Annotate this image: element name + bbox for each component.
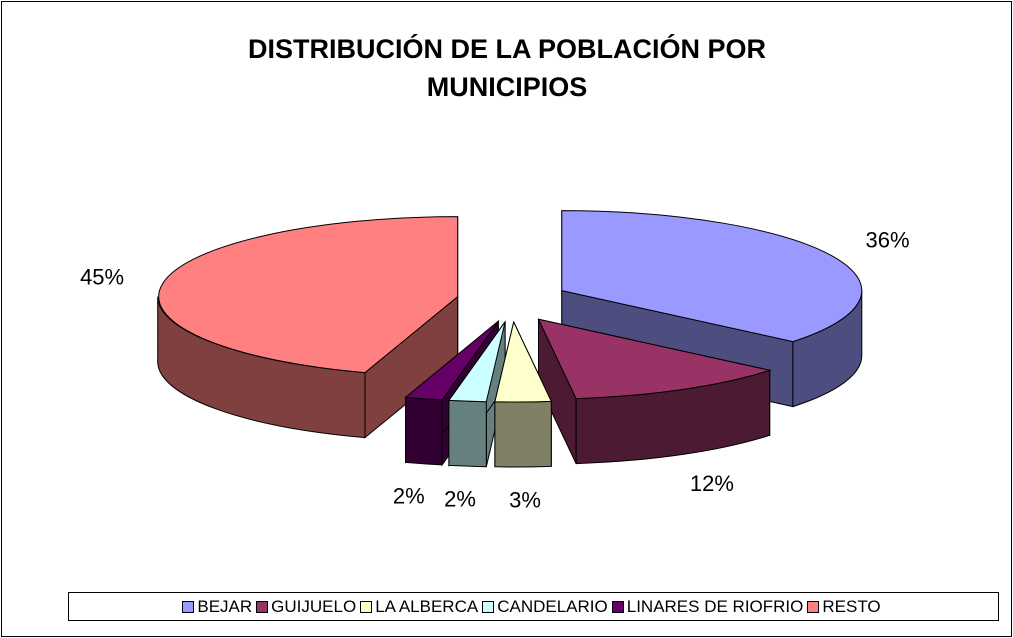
slice-wall [405,396,443,466]
legend-label: LA ALBERCA [375,596,479,616]
slice-wall [448,399,487,468]
slice [447,321,506,403]
legend-label: BEJAR [197,596,253,616]
legend-item: BEJAR [182,597,252,617]
legend-label: CANDELARIO [497,596,608,616]
legend-swatch [482,600,495,613]
slice [404,320,499,401]
legend-item: CANDELARIO [482,597,608,617]
slice [561,210,863,343]
data-label: 36% [865,228,909,253]
legend-swatch [611,600,624,613]
slice [537,318,772,400]
data-label: 12% [690,471,734,496]
chart: 36% 12% 3% 2% 2% 45% [80,210,910,513]
chart-title: DISTRIBUCIÓN DE LA POBLACIÓN POR MUNICIP… [247,34,766,102]
slice [158,216,459,374]
data-label: 2% [444,487,476,512]
legend-label: RESTO [822,596,881,616]
data-label: 3% [509,488,541,513]
legend-item: LA ALBERCA [360,597,478,617]
legend-label: GUIJUELO [271,596,357,616]
slice-wall [494,400,552,468]
legend: BEJAR GUIJUELO LA ALBERCA CANDELARIO LINARES… [68,592,999,621]
data-label: 2% [393,484,425,509]
slice [494,320,553,403]
legend-item: GUIJUELO [256,597,356,617]
legend-swatch [360,600,373,613]
legend-label: LINARES DE RIOFRIO [626,596,804,616]
legend-item: RESTO [807,596,881,617]
legend-swatch [807,600,820,613]
legend-item: LINARES DE RIOFRIO [611,596,804,617]
legend-swatch [256,600,269,613]
data-label: 45% [80,264,124,289]
legend-swatch [182,600,195,613]
